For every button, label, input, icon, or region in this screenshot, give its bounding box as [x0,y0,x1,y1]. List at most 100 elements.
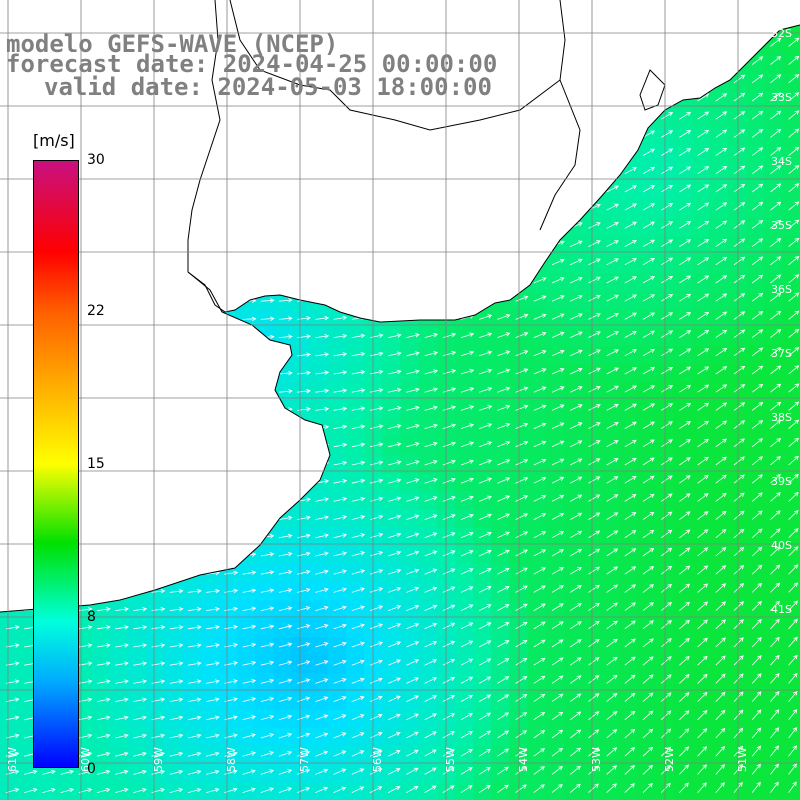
wind-speed-cell [382,509,401,529]
wind-arrow [479,549,492,557]
wind-arrow [351,442,366,448]
wind-speed-cell [728,91,747,110]
argentina-coast [0,271,331,613]
wind-arrow [315,623,329,630]
wind-speed-cell [728,728,747,747]
wind-arrow [660,203,674,211]
wind-speed-cell [637,655,656,674]
wind-arrow [642,674,654,684]
wind-speed-cell [564,291,583,310]
wind-speed-cell [691,491,711,511]
wind-speed-cell [746,91,765,110]
wind-speed-cell [455,637,474,656]
wind-arrow [733,111,746,120]
wind-arrow [315,786,329,793]
wind-speed-cell [728,127,747,147]
wind-arrow [406,677,419,684]
wind-arrow [297,352,311,357]
wind-speed-cell [782,400,800,420]
wind-arrow [351,406,366,411]
wind-speed-cell [618,600,638,620]
wind-speed-cell [764,291,784,310]
wind-arrow [606,294,619,302]
wind-arrow [606,422,619,429]
wind-arrow [206,661,220,666]
wind-arrow [297,678,311,684]
wind-arrow [206,679,220,684]
wind-speed-cell [527,618,547,638]
wind-speed-cell [309,637,329,656]
wind-arrow [424,731,437,739]
wind-arrow [169,588,184,594]
wind-arrow [60,787,75,793]
wind-arrow [260,570,275,575]
wind-speed-cell [546,728,565,747]
wind-speed-cell [400,564,420,583]
wind-arrow [733,365,746,375]
wind-speed-cell [400,473,420,492]
wind-speed-cell [618,709,638,729]
wind-arrow [788,37,800,47]
wind-speed-cell [618,618,638,638]
wind-arrow [751,655,762,666]
wind-arrow [297,768,311,775]
wind-arrow [460,695,474,702]
wind-speed-cell [491,473,511,492]
wind-arrow [115,661,129,666]
wind-speed-cell [455,418,474,438]
wind-arrow [479,676,492,684]
wind-arrow [770,582,781,593]
wind-speed-cell [728,109,747,128]
wind-arrow [770,419,782,429]
wind-arrow [260,787,274,793]
wind-arrow [460,676,474,684]
wind-arrow [569,639,582,648]
wind-speed-cell [691,473,711,492]
wind-arrow [388,550,402,557]
wind-arrow [642,620,654,630]
wind-arrow [733,709,744,721]
land-west [0,272,330,612]
wind-arrow [606,458,619,466]
wind-speed-cell [473,564,492,583]
wind-speed-cell [473,473,492,492]
wind-speed-cell [327,673,347,693]
wind-speed-cell [728,218,747,238]
wind-arrow [770,510,781,520]
wind-arrow [442,387,457,393]
wind-speed-cell [473,618,492,638]
wind-arrow [751,691,762,702]
wind-arrow [515,676,528,684]
wind-arrow [715,709,726,721]
wind-arrow [169,661,184,666]
wind-arrow [169,787,184,793]
wind-arrow [369,514,384,520]
wind-arrow [679,130,692,138]
wind-arrow [570,404,583,411]
wind-speed-cell [600,309,620,329]
wind-arrow [224,606,239,612]
wind-arrow [751,110,764,120]
wind-arrow [624,512,637,520]
wind-arrow [169,769,184,775]
wind-speed-cell [746,673,765,693]
wind-arrow [660,112,674,120]
wind-arrow [770,238,782,247]
wind-arrow [606,494,619,502]
wind-arrow [788,437,800,448]
lat-label: 39S [771,475,792,488]
wind-arrow [533,693,546,702]
wind-arrow [770,763,779,775]
wind-speed-cell [564,236,583,256]
wind-arrow [424,423,438,429]
wind-arrow [497,404,511,411]
wind-arrow [588,566,601,575]
wind-arrow [260,316,275,321]
wind-arrow [369,442,384,448]
wind-arrow [606,674,618,684]
wind-speed-cell [600,273,620,292]
wind-arrow [497,622,510,630]
wind-speed-cell [764,327,784,347]
wind-arrow [733,619,744,630]
lat-label: 32S [771,27,792,40]
